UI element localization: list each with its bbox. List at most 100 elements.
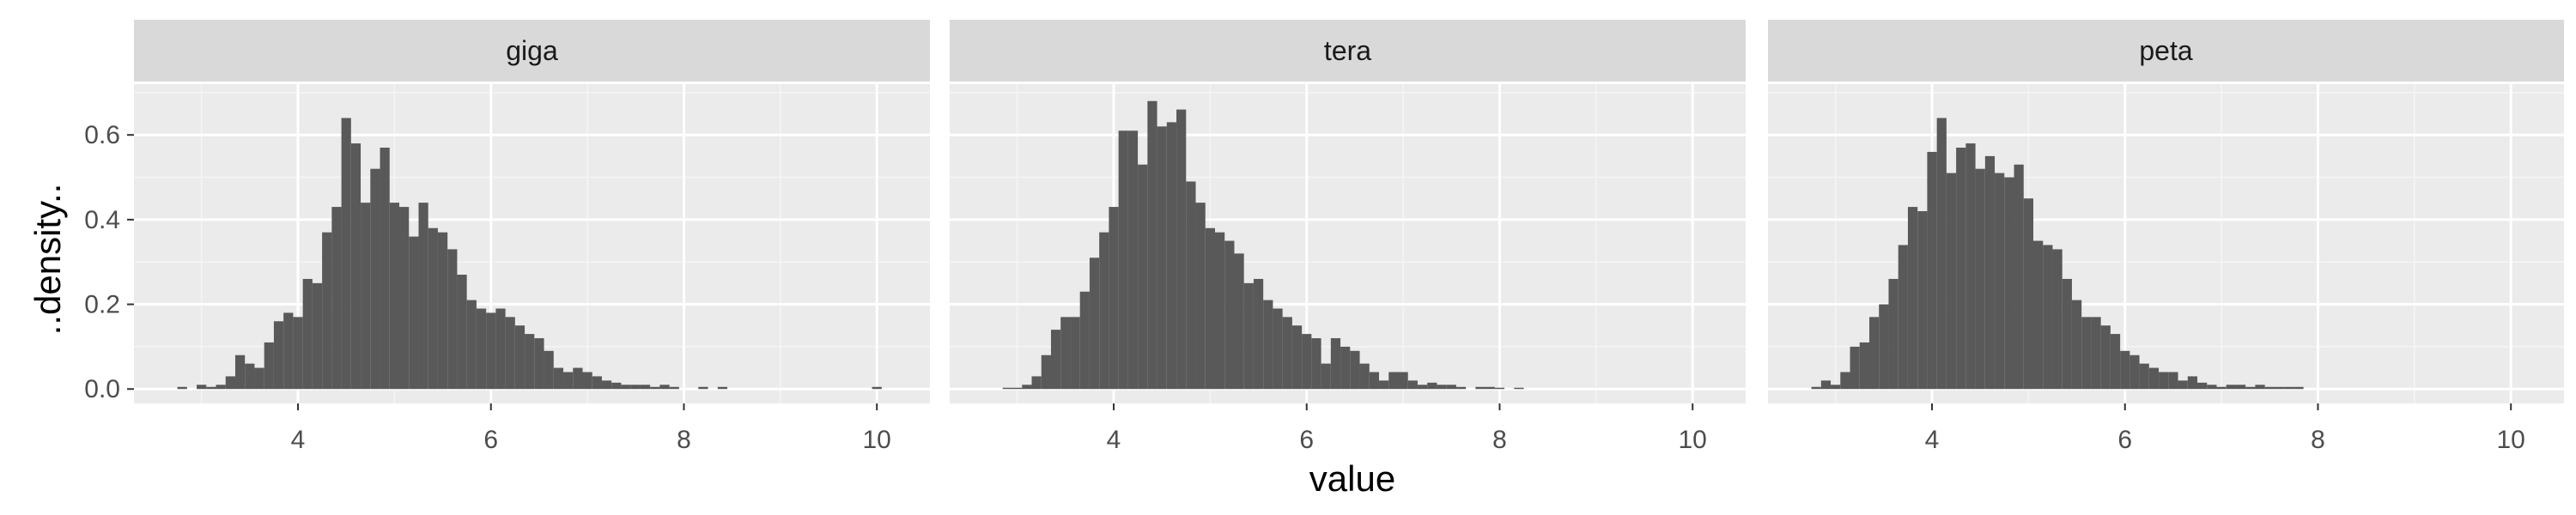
y-tick-label: 0.6 [84,121,120,149]
histogram-bar [1282,317,1292,390]
histogram-bar [1369,372,1380,390]
histogram-bar [1485,386,1495,390]
histogram-bar [197,385,207,390]
histogram-bar [1917,211,1928,390]
x-tick-label: 8 [677,426,691,454]
histogram-bar [505,317,515,390]
histogram-bar [1321,363,1331,390]
histogram-bar [2187,376,2198,390]
histogram-bar [2023,198,2033,390]
histogram-bar [1224,240,1235,390]
x-tick-label: 4 [1925,426,1940,454]
histogram-bar [1205,227,1215,390]
histogram-bar [1359,363,1370,390]
histogram-bar [1379,380,1389,390]
histogram-bar [2274,386,2285,390]
histogram-bar [2110,334,2121,390]
histogram-bar [1907,207,1918,390]
histogram-bar [2139,363,2149,390]
histogram-bar [341,118,351,390]
histogram-bar [1050,330,1061,390]
histogram-bar [1984,155,1996,390]
histogram-bar [389,203,399,390]
histogram-bar [1956,148,1966,390]
histogram-bar [2014,164,2024,390]
histogram-bar [1147,100,1157,390]
histogram-bar [630,385,641,390]
histogram-bar [447,249,458,390]
histogram-bar [2207,385,2217,390]
histogram-bar [302,278,313,390]
histogram-bar [514,325,526,390]
histogram-bar [1330,338,1341,390]
x-axis-title: value [1309,458,1395,499]
facet-panels: giga 4 6 8 10 0.0 0.2 0.4 0.6 tera 4 6 8 10 peta 4 6 8 10 [84,20,2564,454]
histogram-bar [1302,334,1312,390]
facet-panel-giga: giga 4 6 8 10 0.0 0.2 0.4 0.6 [84,20,930,454]
histogram-bar [1253,278,1264,390]
histogram-bar [592,376,602,390]
histogram-bar [1012,387,1023,390]
facet-strip-label: tera [1324,35,1371,66]
histogram-bar [428,227,438,390]
histogram-bar [525,334,535,390]
histogram-bar [2129,354,2140,390]
histogram-bar [1340,346,1351,390]
histogram-bar [2293,386,2304,390]
histogram-bar [1398,372,1408,390]
histogram-bar [1311,338,1321,390]
histogram-bar [1089,258,1100,390]
histogram-bar [2159,372,2169,390]
histogram-bar [1031,376,1042,390]
histogram-bar [1859,342,1869,390]
histogram-bar [1002,387,1013,390]
histogram-bar [2226,385,2236,390]
histogram-bar [659,385,670,390]
histogram-bar [2235,385,2246,390]
histogram-bar [611,382,622,390]
histogram-bar [177,386,187,390]
histogram-bar [1927,151,1937,390]
histogram-bar [1427,382,1437,390]
x-tick-label: 6 [1299,426,1314,454]
histogram-bar [1936,118,1947,390]
x-tick-label: 10 [1679,426,1707,454]
histogram-bar [495,308,506,390]
x-tick-label: 4 [1107,426,1121,454]
histogram-bar [1186,181,1196,390]
histogram-bar [2178,380,2188,390]
histogram-bar [2120,350,2130,390]
histogram-bar [293,317,303,390]
histogram-bar [370,168,380,390]
histogram-bar [1437,385,1447,390]
histogram-bar [2004,177,2014,390]
histogram-bar [225,376,235,390]
facet-panel-peta: peta 4 6 8 10 [1768,20,2564,454]
histogram-bar [1446,385,1456,390]
histogram-bar [245,363,255,390]
histogram-bar [1388,372,1399,390]
histogram-bar [2052,249,2063,390]
histogram-bar [216,385,226,390]
x-tick-label: 4 [291,426,306,454]
histogram-bar [1243,282,1254,390]
histogram-bar [1157,126,1167,390]
histogram-bar [2033,240,2044,390]
histogram-bar [650,386,660,390]
x-tick-label: 8 [2311,426,2325,454]
histogram-bar [2100,325,2111,390]
histogram-bar [582,372,592,390]
histogram-bar [350,143,361,390]
histogram-bar [563,372,574,390]
histogram-bar [717,386,728,390]
histogram-bar [1888,278,1899,390]
x-tick-label: 10 [863,426,891,454]
histogram-bar [2255,385,2265,390]
y-tick-label: 0.0 [84,375,120,403]
histogram-bar [457,275,467,390]
histogram-bar [437,232,448,390]
histogram-bar [1109,207,1119,390]
histogram-bar [1079,291,1090,390]
histogram-bar [1127,130,1139,390]
